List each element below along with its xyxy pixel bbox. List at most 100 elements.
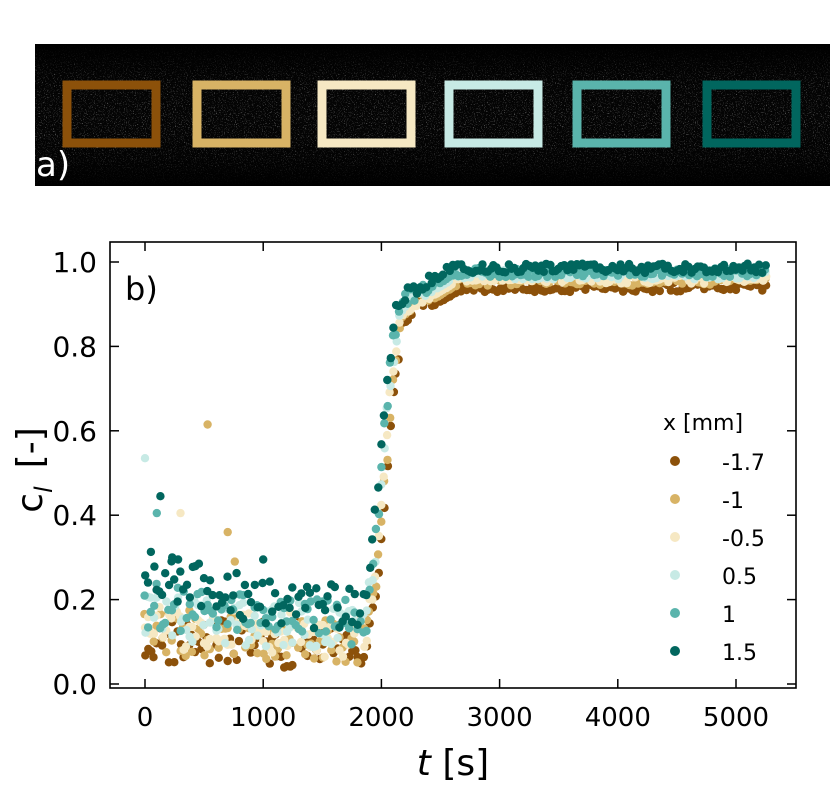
data-point [386,413,395,423]
data-point [383,375,392,385]
data-point [392,347,401,356]
data-point [366,563,375,572]
data-point [335,646,344,655]
data-point [392,337,401,346]
data-point [362,636,371,645]
data-point [285,603,294,613]
data-point [283,594,292,604]
legend-label: 0.5 [722,565,757,590]
data-point [205,659,214,668]
data-point [305,588,315,597]
data-point [199,620,208,630]
data-point [353,658,362,667]
legend-marker [670,532,680,542]
data-point [383,461,393,471]
data-point [359,652,369,662]
data-point-outlier [173,555,183,564]
data-point [341,595,350,605]
data-point [261,619,270,628]
data-point [368,535,377,544]
data-point [170,575,179,584]
data-point [232,568,241,578]
data-point-outlier [203,420,212,429]
data-point [372,582,381,591]
data-point [401,289,410,299]
data-point [524,272,533,281]
data-point [377,462,386,472]
data-point [262,654,271,664]
data-point [150,562,159,571]
data-point [438,270,448,279]
data-point [226,606,235,615]
data-point [333,603,342,612]
data-point [221,638,230,648]
data-point [410,296,419,305]
data-point [648,287,657,297]
data-point [149,653,158,662]
legend-label: 1 [722,603,736,628]
data-point [223,656,232,666]
data-point [312,584,321,593]
data-point [141,571,150,580]
data-point [309,623,319,633]
data-point [373,550,383,559]
data-point [338,652,348,661]
x-axis-label-unit: [s] [431,743,489,784]
data-point [185,593,195,602]
legend-items: -1.7 -1 -0.5 0.5 1 1.5 [670,451,765,666]
data-point [202,642,212,651]
data-point [362,590,371,600]
data-point [282,651,291,660]
data-point [761,261,770,270]
legend-label: -1 [722,489,744,514]
legend-marker [670,456,680,466]
data-point [382,430,392,440]
data-point [530,287,539,297]
x-axis-label-var: t [417,743,433,784]
data-point [374,483,383,492]
data-point [400,296,410,305]
data-point [150,601,159,610]
data-point [253,649,262,658]
data-point [616,260,625,269]
legend-label: -0.5 [722,527,765,552]
data-point [223,620,232,629]
data-point [288,583,297,592]
roi-rect [702,80,801,148]
legend: x [mm] -1.7 -1 -0.5 0.5 1 1.5 [663,411,765,666]
x-axis-label: t [s] [417,743,489,784]
data-point [323,592,332,601]
data-point [141,651,150,660]
data-point [250,580,259,590]
x-axis-ticks: 0 1000 2000 3000 4000 5000 [137,242,769,733]
legend-marker [670,494,680,504]
data-point [330,582,339,592]
x-tick-label: 3000 [467,703,533,733]
data-point [297,627,307,636]
data-point [351,646,360,655]
plot-frame [109,241,797,689]
data-point [754,260,764,269]
data-point [149,637,158,646]
roi-rect [317,80,416,148]
data-point [244,589,253,599]
data-point [164,580,174,590]
data-point-outlier [230,557,239,566]
data-point [291,610,301,619]
data-point [200,651,209,660]
panel-a: a) [35,44,830,186]
legend-marker [670,646,680,656]
data-point [190,612,200,622]
data-point [297,589,306,598]
data-point [327,646,336,655]
data-point [657,271,667,280]
data-point [655,286,664,296]
data-point [255,602,265,611]
data-point [240,580,250,590]
data-point-outlier [259,555,268,564]
microscopy-shading [35,44,830,186]
data-point [306,597,315,606]
data-point [187,647,197,656]
data-point [353,620,362,629]
y-tick-label: 0.4 [52,499,97,532]
